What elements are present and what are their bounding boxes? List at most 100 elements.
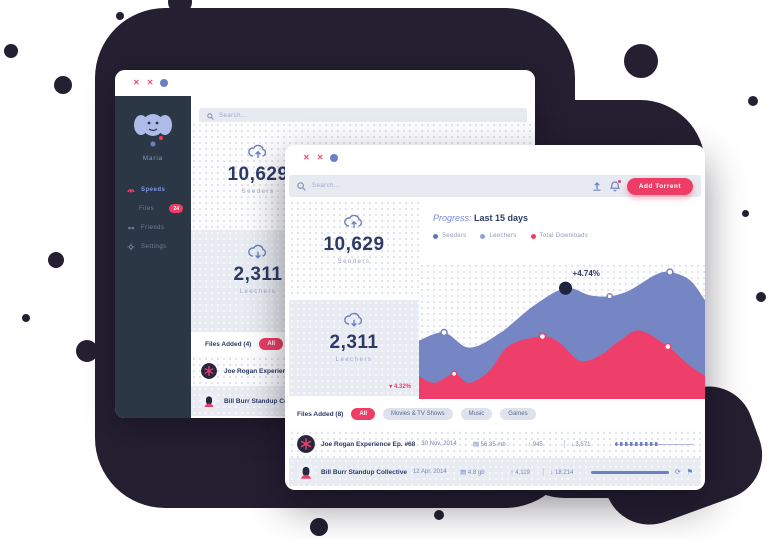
cloud-download-icon <box>344 312 363 327</box>
upload-icon[interactable] <box>591 181 603 191</box>
seeders-label: Seeders <box>241 189 275 195</box>
chart-marker <box>606 293 613 300</box>
sidebar-item-friends[interactable]: Friends <box>115 218 191 237</box>
legend-item-total-downloads[interactable]: Total Downloads <box>530 233 589 239</box>
sidebar-item-label: Speeds <box>141 186 166 193</box>
sidebar-item-label: Files <box>139 205 155 212</box>
torrent-avatar <box>297 463 315 481</box>
torrent-title: Joe Rogan Experience Ep. #68 <box>321 440 416 448</box>
sidebar-item-files[interactable]: Files 24 <box>115 199 191 218</box>
chart-marker <box>558 281 573 295</box>
expand-icon[interactable] <box>330 154 339 162</box>
filter-chip-games[interactable]: Games <box>500 408 536 420</box>
torrent-size: ▤ 4.8 gb <box>460 469 485 476</box>
filter-chip-all[interactable]: All <box>351 408 376 420</box>
flag-icon[interactable]: ⚑ <box>686 468 694 476</box>
close-icon[interactable]: ✕ <box>133 78 140 87</box>
chart-legend: Seeders Leechers Total Downloads <box>433 233 588 239</box>
torrent-date: 12 Apr, 2014 <box>412 469 447 475</box>
progress-bar <box>614 442 693 446</box>
search-icon <box>297 181 306 191</box>
chart-marker <box>440 328 448 337</box>
search-bar[interactable]: Search... Add Torrent <box>289 175 701 197</box>
download-arrow-icon: ↓ <box>570 440 574 448</box>
chart-annotation: +4.74% <box>573 269 600 278</box>
decor-circle <box>48 252 64 268</box>
chart-marker <box>538 332 547 341</box>
avatar <box>134 112 172 147</box>
sidebar-user-name: Maria <box>142 156 163 162</box>
decor-circle <box>624 44 658 78</box>
table-row[interactable]: Joe Rogan Experience Ep. #68 30 Nov, 201… <box>289 430 701 458</box>
speed-icon <box>127 189 135 193</box>
decor-circle <box>54 76 72 94</box>
decor-circle <box>190 28 216 54</box>
filter-chip-all[interactable]: All <box>259 338 284 350</box>
refresh-icon[interactable]: ⟳ <box>674 468 681 476</box>
back-window-titlebar: ✕ ✕ <box>115 70 535 96</box>
search-placeholder: Search... <box>312 183 341 189</box>
leechers-delta: ▾ 4.32% <box>389 384 411 390</box>
minimize-icon[interactable]: ✕ <box>146 78 154 87</box>
front-window-titlebar: ✕ ✕ <box>285 145 705 171</box>
chart-marker <box>664 342 672 351</box>
minimize-icon[interactable]: ✕ <box>316 153 324 162</box>
decor-circle <box>146 420 158 432</box>
legend-item-leechers[interactable]: Leechers <box>480 233 516 239</box>
leechers-value: 2,311 <box>329 332 379 353</box>
storage-icon: ▤ <box>472 441 479 448</box>
leechers-card: 2,311 Leechers ▾ 4.32% <box>289 300 419 396</box>
close-icon[interactable]: ✕ <box>303 153 310 162</box>
files-added-bar: Files Added (8) All Movies & TV Shows Mu… <box>297 401 697 427</box>
sidebar-menu: Speeds Files 24 Friends Settings <box>115 180 191 256</box>
add-torrent-button[interactable]: Add Torrent <box>626 177 693 195</box>
friends-icon <box>128 226 135 229</box>
sidebar-item-speeds[interactable]: Speeds <box>115 180 191 199</box>
progress-chart-svg: +4.74% <box>419 268 705 399</box>
decor-circle <box>748 96 758 106</box>
decor-circle <box>434 510 444 520</box>
leechers-value: 2,311 <box>233 264 283 285</box>
sidebar: Maria Speeds Files 24 Friends <box>115 96 191 418</box>
chart-title: Progress: Last 15 days <box>433 213 529 223</box>
upload-arrow-icon: ↑ <box>510 468 514 476</box>
notifications-bell-icon[interactable] <box>609 178 622 192</box>
search-bar[interactable]: Search... <box>199 108 527 124</box>
sidebar-item-label: Friends <box>141 224 165 231</box>
cloud-upload-icon <box>248 144 267 158</box>
notification-badge <box>616 178 622 184</box>
filter-chip-music[interactable]: Music <box>460 408 493 420</box>
leechers-label: Leechers <box>239 289 277 295</box>
front-window: ✕ ✕ Search... Add Torrent 10,629 Seeders <box>285 145 705 490</box>
torrent-title: Bill Burr Standup Collective <box>224 397 310 405</box>
search-icon <box>207 112 214 120</box>
decor-circle <box>4 44 18 58</box>
filter-chip-movies[interactable]: Movies & TV Shows <box>383 408 453 420</box>
torrent-title: Bill Burr Standup Collective <box>321 468 407 476</box>
torrent-avatar <box>201 363 217 379</box>
torrent-upload-count: ↑ 945 <box>527 440 543 448</box>
sidebar-item-settings[interactable]: Settings <box>115 237 191 256</box>
divider <box>543 468 545 476</box>
torrent-download-count: ↓ 3,571 <box>570 440 591 448</box>
expand-icon[interactable] <box>160 79 169 87</box>
legend-item-seeders[interactable]: Seeders <box>433 233 466 239</box>
chart-marker <box>666 268 674 276</box>
gear-icon <box>127 243 135 250</box>
decor-circle <box>76 340 98 362</box>
decor-circle <box>168 0 192 14</box>
files-count-badge: 24 <box>169 204 183 213</box>
torrent-title: Joe Rogan Experience Ep. #68 <box>224 367 319 375</box>
search-placeholder: Search... <box>219 113 248 119</box>
storage-icon: ▤ <box>460 469 467 476</box>
cloud-download-icon <box>248 244 267 259</box>
torrent-size: ▤ 56.35 mb <box>472 441 506 448</box>
seeders-label: Seeders <box>337 259 371 265</box>
decor-circle <box>116 12 124 20</box>
decor-circle <box>22 314 30 322</box>
download-arrow-icon: ↓ <box>550 468 554 476</box>
seeders-value: 10,629 <box>323 234 385 255</box>
torrent-avatar <box>297 435 315 453</box>
table-row[interactable]: Bill Burr Standup Collective 12 Apr, 201… <box>289 458 701 486</box>
decor-circle <box>756 292 766 302</box>
